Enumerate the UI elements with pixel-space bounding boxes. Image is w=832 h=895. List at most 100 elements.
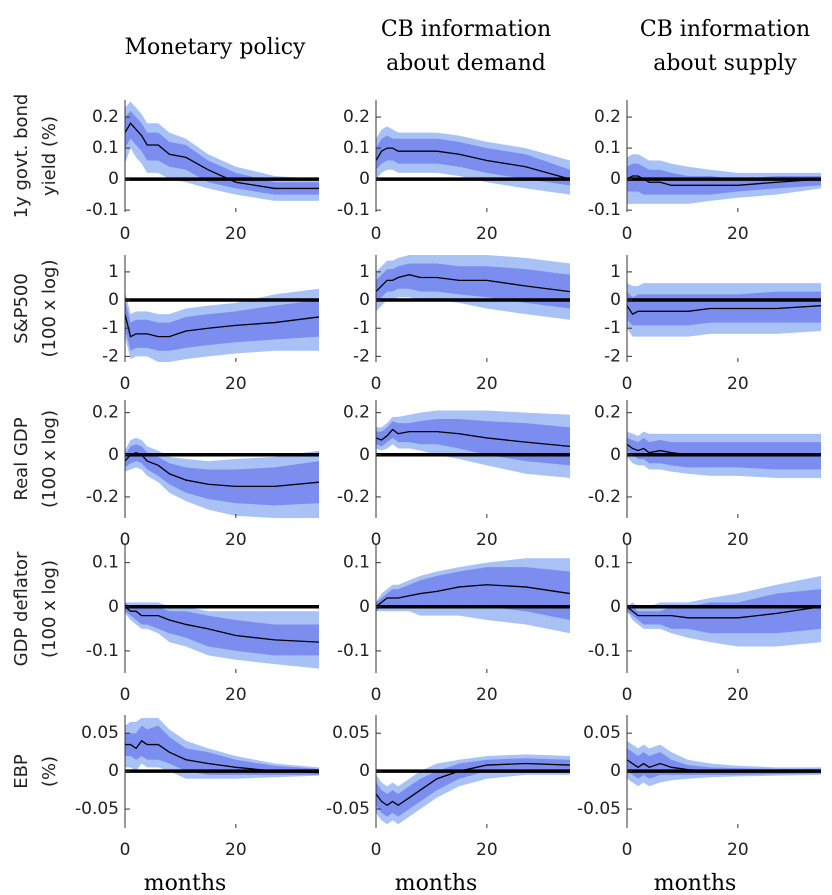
confidence-band xyxy=(125,602,319,656)
x-tick-label: 0 xyxy=(371,685,382,705)
y-tick-label: -0.05 xyxy=(326,799,370,819)
y-tick-label: 0 xyxy=(359,597,370,617)
x-tick-label: 20 xyxy=(727,224,749,244)
y-tick-label: -1 xyxy=(353,318,370,338)
y-tick-label: 1 xyxy=(359,262,370,282)
x-tick-label: 20 xyxy=(727,530,749,550)
x-tick-label: 20 xyxy=(476,685,498,705)
confidence-band xyxy=(376,135,570,186)
y-axis-label: (100 x log) xyxy=(39,560,60,658)
y-tick-label: -2 xyxy=(353,346,370,366)
y-axis-label: (%) xyxy=(39,756,60,787)
y-axis-label: EBP xyxy=(11,754,32,789)
y-tick-label: -0.05 xyxy=(75,799,119,819)
y-tick-label: 0 xyxy=(359,761,370,781)
y-axis-label: Real GDP xyxy=(11,417,32,500)
y-tick-label: 0.1 xyxy=(92,553,119,573)
y-tick-label: -0.1 xyxy=(337,641,370,661)
y-tick-label: 0.05 xyxy=(332,723,370,743)
median-line xyxy=(125,739,320,774)
x-axis-label: months xyxy=(144,871,227,895)
y-tick-label: 0 xyxy=(359,169,370,189)
median-line xyxy=(626,175,822,186)
x-tick-label: 0 xyxy=(371,530,382,550)
y-axis-label: GDP deflator xyxy=(11,551,32,666)
median-line xyxy=(124,122,319,190)
x-tick-label: 0 xyxy=(120,224,131,244)
y-tick-label: -0.1 xyxy=(588,200,621,220)
y-tick-label: 0 xyxy=(610,597,621,617)
y-tick-label: 0 xyxy=(610,290,621,310)
x-tick-label: 0 xyxy=(120,374,131,394)
y-tick-label: 0 xyxy=(610,169,621,189)
y-tick-label: -0.1 xyxy=(86,641,119,661)
median-line xyxy=(124,451,320,488)
x-tick-label: 0 xyxy=(371,840,382,860)
confidence-band xyxy=(376,263,570,309)
median-line xyxy=(124,606,320,643)
x-tick-label: 0 xyxy=(371,374,382,394)
x-tick-label: 0 xyxy=(622,840,633,860)
x-tick-label: 0 xyxy=(120,530,131,550)
x-tick-label: 0 xyxy=(622,685,633,705)
confidence-band xyxy=(125,725,319,775)
x-tick-label: 20 xyxy=(225,685,247,705)
y-axis-label: S&P500 xyxy=(11,273,32,344)
y-tick-label: -0.1 xyxy=(337,200,370,220)
x-tick-label: 20 xyxy=(476,224,498,244)
median-line xyxy=(375,147,571,180)
y-tick-label: 0 xyxy=(108,761,119,781)
x-tick-label: 0 xyxy=(622,374,633,394)
x-tick-label: 20 xyxy=(225,374,247,394)
x-tick-label: 0 xyxy=(120,840,131,860)
confidence-band xyxy=(125,444,319,506)
y-tick-label: 0.2 xyxy=(594,107,621,127)
y-tick-label: -1 xyxy=(604,318,621,338)
y-tick-label: 0.1 xyxy=(92,138,119,158)
panel-title: about supply xyxy=(653,51,797,76)
y-tick-label: 0.2 xyxy=(92,403,119,423)
y-tick-label: 0 xyxy=(108,290,119,310)
y-tick-label: 0.2 xyxy=(343,107,370,127)
y-tick-label: -1 xyxy=(102,318,119,338)
y-tick-label: 0.2 xyxy=(92,107,119,127)
y-tick-label: -0.2 xyxy=(588,487,621,507)
y-axis-label: yield (%) xyxy=(39,116,60,196)
x-tick-label: 20 xyxy=(225,840,247,860)
y-tick-label: 0.1 xyxy=(343,553,370,573)
y-tick-label: -0.2 xyxy=(337,487,370,507)
x-axis-label: months xyxy=(654,871,737,895)
x-tick-label: 20 xyxy=(727,374,749,394)
y-tick-label: 1 xyxy=(610,262,621,282)
y-tick-label: 0.1 xyxy=(594,138,621,158)
x-tick-label: 20 xyxy=(727,840,749,860)
median-line xyxy=(626,606,822,619)
x-tick-label: 20 xyxy=(727,685,749,705)
median-line xyxy=(124,313,320,338)
y-tick-label: 1 xyxy=(108,262,119,282)
y-tick-label: 0.05 xyxy=(81,723,119,743)
x-tick-label: 20 xyxy=(476,374,498,394)
y-axis-label: (100 x log) xyxy=(39,260,60,358)
y-tick-label: -0.1 xyxy=(86,200,119,220)
confidence-band xyxy=(125,101,319,201)
y-tick-label: 0.2 xyxy=(594,403,621,423)
y-tick-label: -0.1 xyxy=(588,641,621,661)
y-axis-label: (100 x log) xyxy=(39,410,60,508)
x-tick-label: 0 xyxy=(120,685,131,705)
x-tick-label: 20 xyxy=(225,530,247,550)
y-tick-label: 0.1 xyxy=(594,553,621,573)
x-tick-label: 0 xyxy=(371,224,382,244)
median-line xyxy=(375,584,571,608)
median-line xyxy=(375,428,571,448)
y-tick-label: 0 xyxy=(610,445,621,465)
confidence-band xyxy=(125,300,319,351)
y-tick-label: 0.1 xyxy=(343,138,370,158)
x-tick-label: 20 xyxy=(476,530,498,550)
y-tick-label: -2 xyxy=(102,346,119,366)
median-line xyxy=(626,759,821,772)
x-tick-label: 0 xyxy=(622,530,633,550)
y-tick-label: 0 xyxy=(108,597,119,617)
confidence-band xyxy=(627,589,821,634)
